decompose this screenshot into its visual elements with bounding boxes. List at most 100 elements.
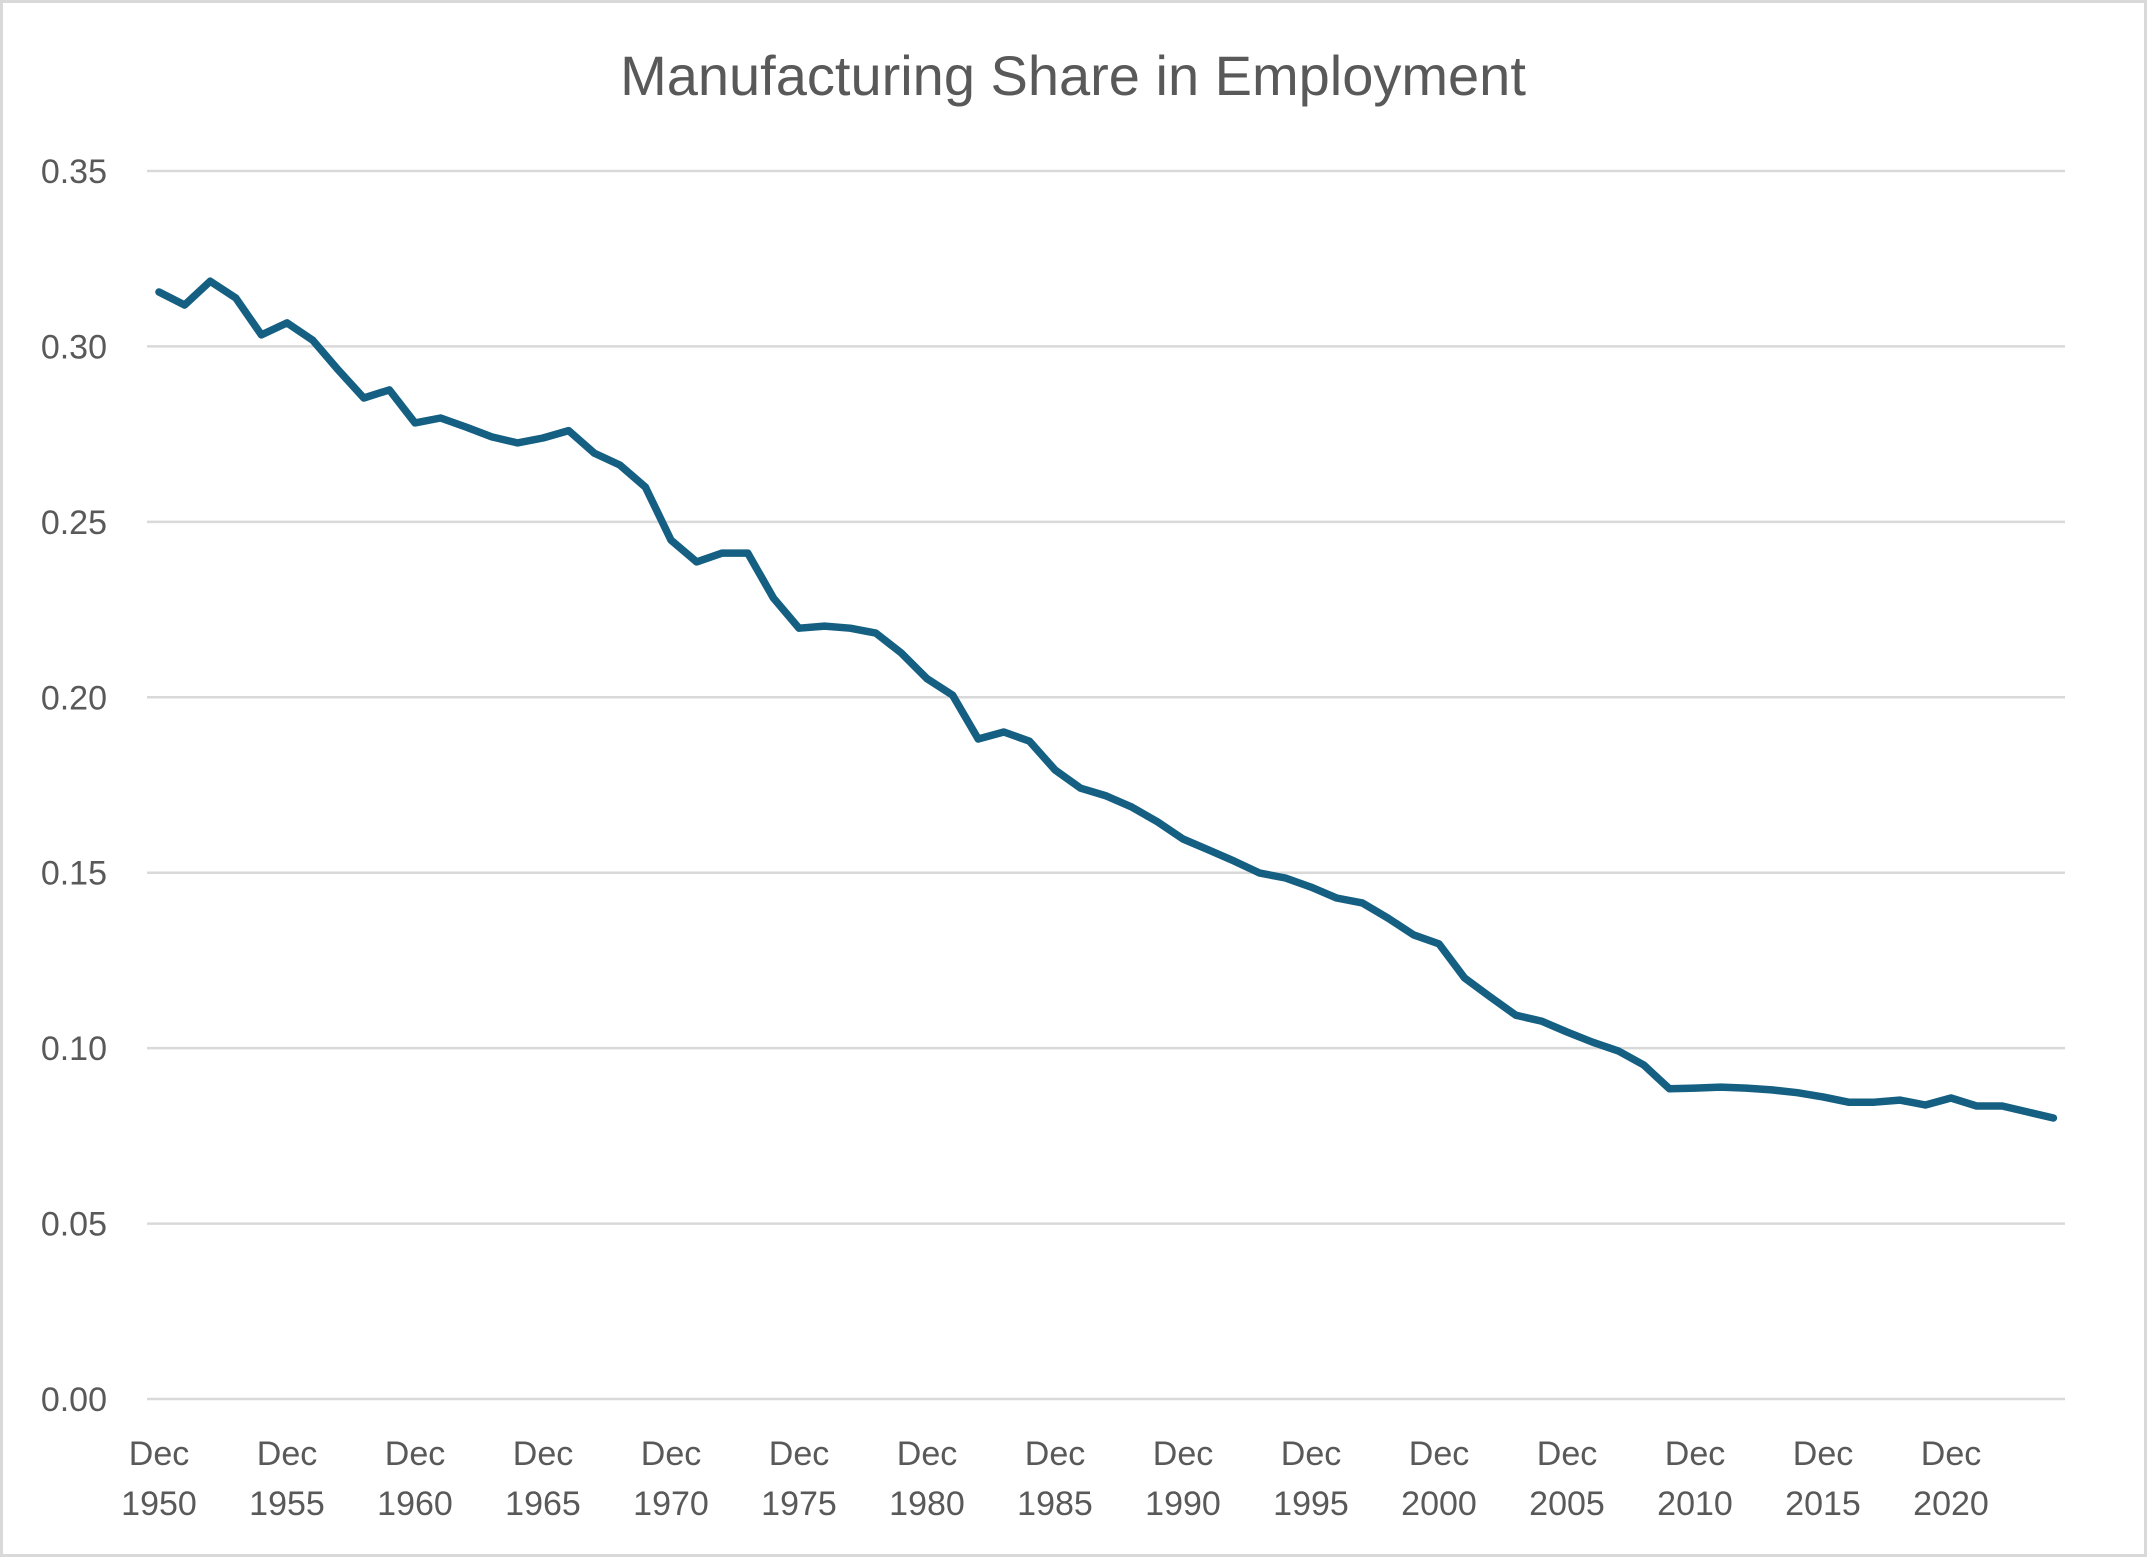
data-point bbox=[744, 549, 752, 557]
x-tick-label: Dec 2010 bbox=[1657, 1435, 1733, 1523]
data-point bbox=[257, 331, 265, 339]
x-axis-tick-labels: Dec 1950 Dec 1955 Dec 1960 Dec 1965 Dec 1970 Dec 19… bbox=[121, 1435, 1989, 1523]
x-tick-label-month: Dec bbox=[1665, 1435, 1725, 1473]
x-tick-label-month: Dec bbox=[1921, 1435, 1981, 1473]
data-point bbox=[283, 319, 291, 327]
data-point bbox=[1717, 1083, 1725, 1091]
x-tick-label-year: 1965 bbox=[505, 1485, 581, 1523]
data-point bbox=[1793, 1089, 1801, 1097]
data-point bbox=[897, 649, 905, 657]
x-tick-label-year: 1970 bbox=[633, 1485, 709, 1523]
data-point bbox=[1973, 1102, 1981, 1110]
data-point bbox=[1742, 1084, 1750, 1092]
data-point bbox=[334, 366, 342, 374]
gridlines bbox=[147, 169, 2065, 1401]
x-tick-label: Dec 1950 bbox=[121, 1435, 197, 1523]
x-tick-label: Dec 1995 bbox=[1273, 1435, 1349, 1523]
data-point bbox=[565, 427, 573, 435]
x-tick-label: Dec 2020 bbox=[1913, 1435, 1989, 1523]
data-point bbox=[1998, 1102, 2006, 1110]
data-point bbox=[949, 691, 957, 699]
x-tick-label: Dec 1965 bbox=[505, 1435, 581, 1523]
data-point bbox=[641, 483, 649, 491]
data-point bbox=[360, 394, 368, 402]
data-point bbox=[232, 294, 240, 302]
data-point bbox=[667, 536, 675, 544]
series-layer bbox=[155, 277, 2058, 1122]
x-tick-label: Dec 1960 bbox=[377, 1435, 453, 1523]
data-point bbox=[1461, 974, 1469, 982]
data-point bbox=[1665, 1085, 1673, 1093]
data-point bbox=[616, 461, 624, 469]
y-tick-label: 0.15 bbox=[41, 855, 107, 893]
data-point bbox=[411, 419, 419, 427]
x-tick-label-year: 1995 bbox=[1273, 1485, 1349, 1523]
x-tick-label: Dec 1955 bbox=[249, 1435, 325, 1523]
x-tick-label-year: 1955 bbox=[249, 1485, 325, 1523]
data-point bbox=[1589, 1038, 1597, 1046]
data-point bbox=[309, 336, 317, 344]
x-tick-label: Dec 1970 bbox=[633, 1435, 709, 1523]
x-tick-label-year: 1960 bbox=[377, 1485, 453, 1523]
data-point bbox=[1384, 914, 1392, 922]
x-tick-label: Dec 2015 bbox=[1785, 1435, 1861, 1523]
data-point bbox=[385, 386, 393, 394]
data-point bbox=[1409, 931, 1417, 939]
x-tick-label-year: 2015 bbox=[1785, 1485, 1861, 1523]
data-point bbox=[155, 288, 163, 296]
y-tick-label: 0.30 bbox=[41, 328, 107, 366]
data-point bbox=[1947, 1094, 1955, 1102]
data-point bbox=[1000, 728, 1008, 736]
data-point bbox=[539, 434, 547, 442]
data-point bbox=[462, 423, 470, 431]
data-point bbox=[1845, 1098, 1853, 1106]
y-tick-label: 0.20 bbox=[41, 679, 107, 717]
data-point bbox=[769, 594, 777, 602]
data-point bbox=[923, 675, 931, 683]
data-point bbox=[1025, 737, 1033, 745]
data-point bbox=[1333, 894, 1341, 902]
data-point bbox=[2049, 1114, 2057, 1122]
data-point bbox=[2024, 1108, 2032, 1116]
x-tick-label-year: 1975 bbox=[761, 1485, 837, 1523]
data-point bbox=[1870, 1098, 1878, 1106]
data-point bbox=[1819, 1093, 1827, 1101]
data-point bbox=[590, 449, 598, 457]
data-point bbox=[206, 277, 214, 285]
x-tick-label-month: Dec bbox=[129, 1435, 189, 1473]
data-point bbox=[488, 433, 496, 441]
data-point bbox=[181, 301, 189, 309]
data-point bbox=[1921, 1101, 1929, 1109]
x-tick-label-year: 2010 bbox=[1657, 1485, 1733, 1523]
data-point bbox=[974, 735, 982, 743]
data-point bbox=[1435, 940, 1443, 948]
data-point bbox=[1179, 835, 1187, 843]
x-tick-label-month: Dec bbox=[641, 1435, 701, 1473]
x-tick-label: Dec 2000 bbox=[1401, 1435, 1477, 1523]
x-tick-label: Dec 2005 bbox=[1529, 1435, 1605, 1523]
x-tick-label-month: Dec bbox=[513, 1435, 573, 1473]
x-tick-label-year: 2000 bbox=[1401, 1485, 1477, 1523]
data-point bbox=[821, 622, 829, 630]
data-point bbox=[693, 558, 701, 566]
x-tick-label-month: Dec bbox=[897, 1435, 957, 1473]
data-point bbox=[872, 629, 880, 637]
x-tick-label-year: 1990 bbox=[1145, 1485, 1221, 1523]
data-point bbox=[1128, 803, 1136, 811]
data-point bbox=[1256, 869, 1264, 877]
data-point bbox=[1691, 1084, 1699, 1092]
x-tick-label-month: Dec bbox=[1793, 1435, 1853, 1473]
data-point bbox=[1486, 993, 1494, 1001]
data-point bbox=[1614, 1047, 1622, 1055]
x-tick-label-month: Dec bbox=[1409, 1435, 1469, 1473]
data-point bbox=[1153, 818, 1161, 826]
x-tick-label: Dec 1990 bbox=[1145, 1435, 1221, 1523]
y-tick-label: 0.05 bbox=[41, 1206, 107, 1244]
series-line bbox=[155, 277, 2058, 1122]
data-point bbox=[1640, 1061, 1648, 1069]
data-point bbox=[718, 549, 726, 557]
x-tick-label-month: Dec bbox=[1153, 1435, 1213, 1473]
x-tick-label: Dec 1980 bbox=[889, 1435, 965, 1523]
x-tick-label-year: 1980 bbox=[889, 1485, 965, 1523]
